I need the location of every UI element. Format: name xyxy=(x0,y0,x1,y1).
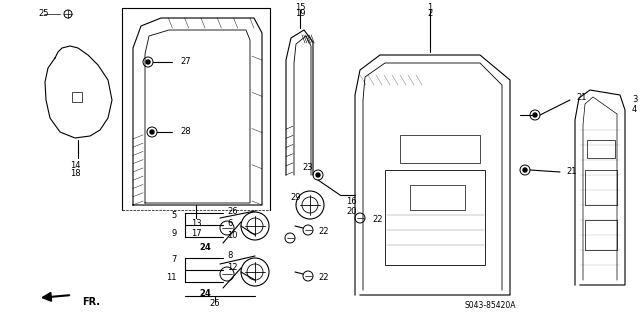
Text: 12: 12 xyxy=(227,263,237,272)
Text: 6: 6 xyxy=(227,219,232,227)
Text: 27: 27 xyxy=(180,57,191,66)
Text: 17: 17 xyxy=(191,228,202,238)
Circle shape xyxy=(316,173,320,177)
Text: 19: 19 xyxy=(295,10,305,19)
Text: 21: 21 xyxy=(566,167,577,176)
Text: 11: 11 xyxy=(166,273,177,283)
Text: 24: 24 xyxy=(199,288,211,298)
Text: 29: 29 xyxy=(291,194,301,203)
Text: 20: 20 xyxy=(346,207,356,217)
Circle shape xyxy=(533,113,537,117)
Circle shape xyxy=(150,130,154,134)
Text: 18: 18 xyxy=(70,169,80,179)
Text: FR.: FR. xyxy=(82,297,100,307)
Circle shape xyxy=(523,168,527,172)
Text: 8: 8 xyxy=(227,251,232,261)
Text: 16: 16 xyxy=(346,197,356,206)
Text: 24: 24 xyxy=(199,243,211,253)
Text: 21: 21 xyxy=(576,93,586,102)
Text: 22: 22 xyxy=(372,216,383,225)
Text: 15: 15 xyxy=(295,3,305,11)
Text: 13: 13 xyxy=(191,219,202,228)
Text: S043-85420A: S043-85420A xyxy=(464,300,516,309)
Text: 5: 5 xyxy=(172,211,177,219)
Text: 22: 22 xyxy=(318,227,328,236)
Text: 1: 1 xyxy=(428,3,433,11)
Text: 14: 14 xyxy=(70,160,80,169)
Text: 9: 9 xyxy=(172,228,177,238)
Text: 7: 7 xyxy=(172,256,177,264)
Text: 2: 2 xyxy=(428,10,433,19)
Text: 23: 23 xyxy=(303,164,314,173)
Text: 26: 26 xyxy=(227,206,237,216)
Text: 25: 25 xyxy=(39,10,49,19)
Text: 26: 26 xyxy=(210,300,220,308)
Text: 22: 22 xyxy=(318,273,328,283)
Text: 10: 10 xyxy=(227,231,237,240)
Text: 28: 28 xyxy=(180,128,191,137)
Text: 4: 4 xyxy=(632,106,637,115)
Circle shape xyxy=(146,60,150,64)
Text: 3: 3 xyxy=(632,95,637,105)
